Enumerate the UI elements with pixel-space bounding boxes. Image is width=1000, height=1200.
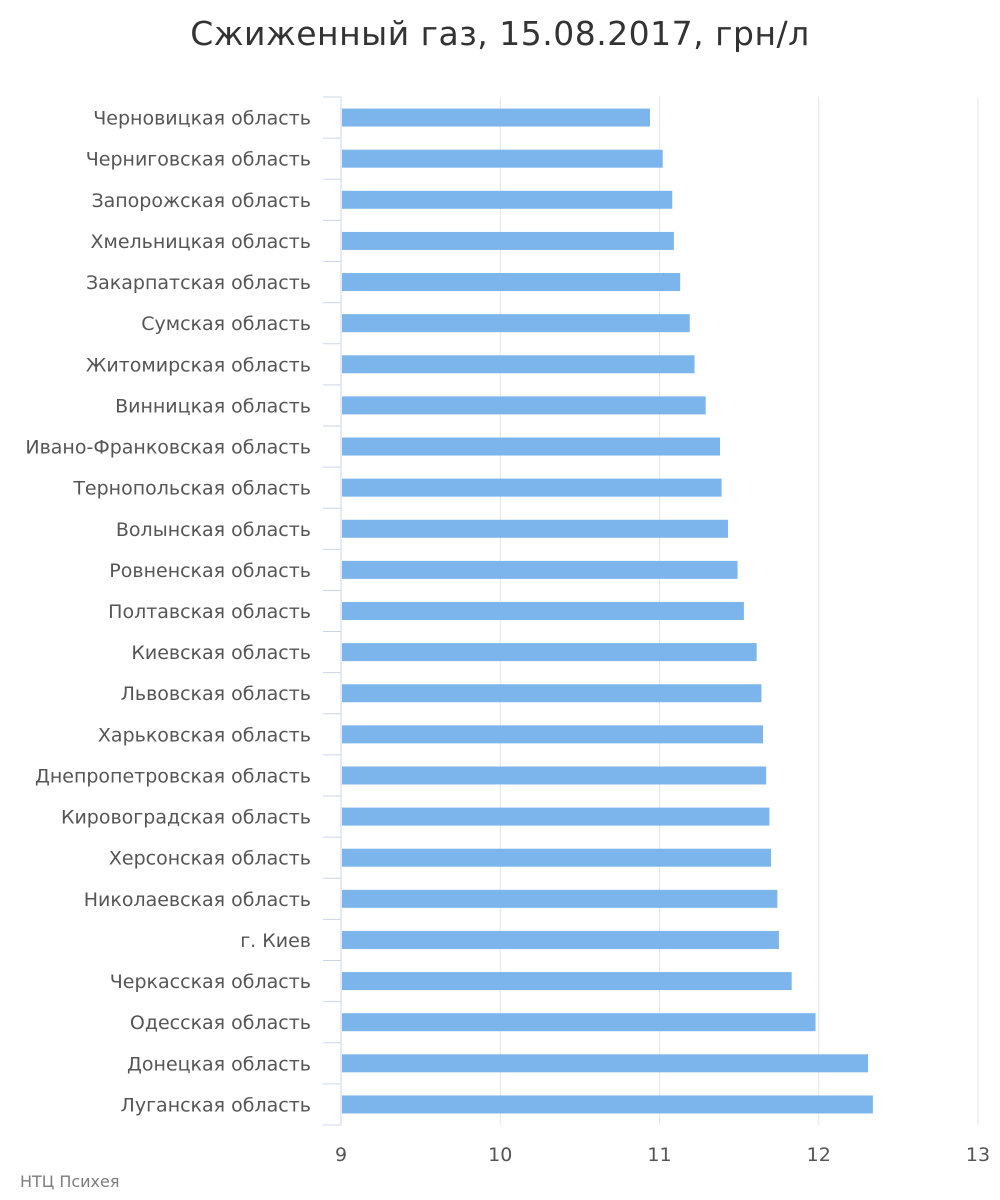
category-label: Тернопольская область — [72, 478, 311, 500]
x-tick-label: 11 — [647, 1144, 671, 1166]
bar — [342, 766, 767, 785]
category-label: Николаевская область — [84, 889, 311, 911]
category-label: Одесская область — [130, 1012, 311, 1034]
x-tick-label: 9 — [335, 1144, 347, 1166]
bar — [342, 108, 650, 127]
category-label: Донецкая область — [127, 1053, 311, 1075]
x-tick-label: 13 — [966, 1144, 990, 1166]
bar — [342, 355, 695, 374]
bar — [342, 231, 674, 250]
bar — [342, 889, 778, 908]
bar — [342, 149, 663, 168]
bar — [342, 1054, 869, 1073]
bar — [342, 478, 722, 497]
category-label: Кировоградская область — [61, 807, 311, 829]
category-labels: Черновицкая область Черниговская область З… — [25, 108, 311, 1117]
category-label: Ровненская область — [109, 560, 311, 582]
bar — [342, 273, 681, 292]
category-label: Херсонская область — [109, 848, 311, 870]
x-tick-label: 10 — [488, 1144, 512, 1166]
category-label: Полтавская область — [108, 601, 311, 623]
category-label: Винницкая область — [115, 395, 311, 417]
bars — [342, 108, 873, 1114]
bar — [342, 684, 762, 703]
category-label: Хмельницкая область — [90, 231, 311, 253]
category-label: Днепропетровская область — [35, 765, 311, 787]
category-label: Львовская область — [121, 683, 311, 705]
bar — [342, 807, 770, 826]
category-label: Киевская область — [131, 642, 311, 664]
y-axis — [323, 96, 342, 1126]
category-label: Харьковская область — [98, 724, 311, 746]
category-label: Закарпатская область — [86, 272, 311, 294]
category-label: Черновицкая область — [93, 108, 311, 130]
category-label: Луганская область — [121, 1094, 311, 1116]
bar — [342, 437, 721, 456]
bar — [342, 725, 764, 744]
bar — [342, 519, 728, 538]
category-label: г. Киев — [240, 930, 311, 952]
category-label: Волынская область — [116, 519, 311, 541]
source-credit: НТЦ Психея — [20, 1172, 120, 1191]
bar — [342, 1013, 816, 1032]
category-label: Черкасская область — [110, 971, 311, 993]
chart-title: Сжиженный газ, 15.08.2017, грн/л — [190, 14, 810, 53]
category-label: Запорожская область — [91, 190, 311, 212]
category-label: Житомирская область — [86, 354, 311, 376]
x-axis-ticks: 9 10 11 12 13 — [335, 1144, 990, 1166]
bar — [342, 560, 738, 579]
bar — [342, 643, 757, 662]
bar — [342, 972, 792, 991]
bar — [342, 314, 690, 333]
bar — [342, 190, 673, 209]
bar — [342, 930, 779, 949]
x-tick-label: 12 — [807, 1144, 831, 1166]
category-label: Сумская область — [141, 313, 311, 335]
category-label: Ивано-Франковская область — [25, 437, 311, 459]
bar — [342, 848, 771, 867]
bar — [342, 1095, 873, 1114]
bar — [342, 602, 744, 620]
bar — [342, 396, 706, 415]
category-label: Черниговская область — [86, 149, 311, 171]
